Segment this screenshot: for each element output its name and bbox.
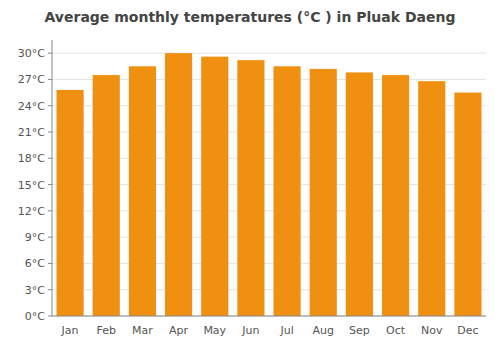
y-tick-label: 30°C xyxy=(18,47,45,60)
grid-line xyxy=(52,53,486,54)
y-tick xyxy=(48,184,52,185)
y-axis: 0°C 3°C 6°C 9°C 12°C 15°C 18°C 21°C 24°C 27°C 30°C xyxy=(18,40,52,323)
chart-svg: Average monthly temperatures (°C ) in Pl… xyxy=(0,0,500,350)
y-tick-label: 6°C xyxy=(25,257,45,270)
x-tick-label: Jan xyxy=(61,324,79,337)
bar xyxy=(129,66,156,316)
y-tick xyxy=(48,289,52,290)
y-tick-label: 18°C xyxy=(18,152,45,165)
x-tick-label: Jul xyxy=(279,324,293,337)
y-tick xyxy=(48,105,52,106)
title: Average monthly temperatures (°C ) in Pl… xyxy=(45,9,456,25)
x-tick-label: Mar xyxy=(132,324,153,337)
y-axis-line xyxy=(52,40,53,316)
y-tick-label: 3°C xyxy=(25,284,45,297)
y-tick-label: 9°C xyxy=(25,231,45,244)
bar xyxy=(93,75,120,316)
bar xyxy=(454,93,481,316)
x-tick-label: Sep xyxy=(349,324,370,337)
y-tick-label: 24°C xyxy=(18,100,45,113)
y-tick-label: 0°C xyxy=(25,310,45,323)
x-tick-label: Dec xyxy=(457,324,478,337)
x-tick-label: Apr xyxy=(169,324,189,337)
y-tick-label: 21°C xyxy=(18,126,45,139)
bar xyxy=(201,57,228,316)
y-tick xyxy=(48,237,52,238)
x-tick-label: Aug xyxy=(313,324,334,337)
bar xyxy=(165,53,192,316)
bar xyxy=(382,75,409,316)
y-tick-label: 12°C xyxy=(18,205,45,218)
y-tick xyxy=(48,132,52,133)
y-tick xyxy=(48,263,52,264)
y-tick xyxy=(48,210,52,211)
y-tick xyxy=(48,316,52,317)
bar xyxy=(418,81,445,316)
bar xyxy=(57,90,84,316)
grid-line xyxy=(52,316,486,317)
x-tick-label: Oct xyxy=(386,324,406,337)
y-tick xyxy=(48,79,52,80)
bar xyxy=(346,72,373,316)
chart-container: Average monthly temperatures (°C ) in Pl… xyxy=(0,0,500,350)
grid xyxy=(52,53,486,316)
x-tick-label: Feb xyxy=(97,324,116,337)
y-tick xyxy=(48,158,52,159)
x-tick-label: May xyxy=(203,324,226,337)
x-axis: Jan Feb Mar Apr May Jun Jul Aug Sep Oct Nov Dec xyxy=(52,316,486,337)
bar xyxy=(274,66,301,316)
x-axis-line xyxy=(52,316,486,317)
y-tick xyxy=(48,53,52,54)
x-tick-label: Jun xyxy=(241,324,259,337)
y-tick-label: 27°C xyxy=(18,73,45,86)
bar xyxy=(237,60,264,316)
bars xyxy=(57,53,482,316)
y-tick-label: 15°C xyxy=(18,179,45,192)
x-tick-label: Nov xyxy=(421,324,443,337)
bar xyxy=(310,69,337,316)
